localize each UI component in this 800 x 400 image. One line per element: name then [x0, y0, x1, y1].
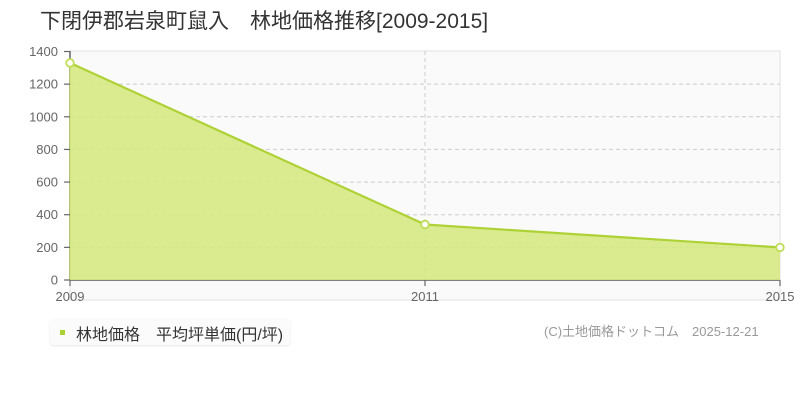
svg-text:1000: 1000	[29, 109, 58, 124]
svg-text:2011: 2011	[411, 289, 439, 304]
svg-text:800: 800	[36, 142, 58, 157]
svg-text:2015: 2015	[766, 289, 795, 304]
svg-text:1200: 1200	[29, 77, 58, 92]
svg-text:600: 600	[36, 175, 58, 190]
svg-text:200: 200	[36, 240, 58, 255]
svg-text:0: 0	[51, 273, 58, 288]
svg-text:2009: 2009	[56, 289, 85, 304]
svg-text:1400: 1400	[29, 44, 58, 59]
svg-text:400: 400	[36, 207, 58, 222]
